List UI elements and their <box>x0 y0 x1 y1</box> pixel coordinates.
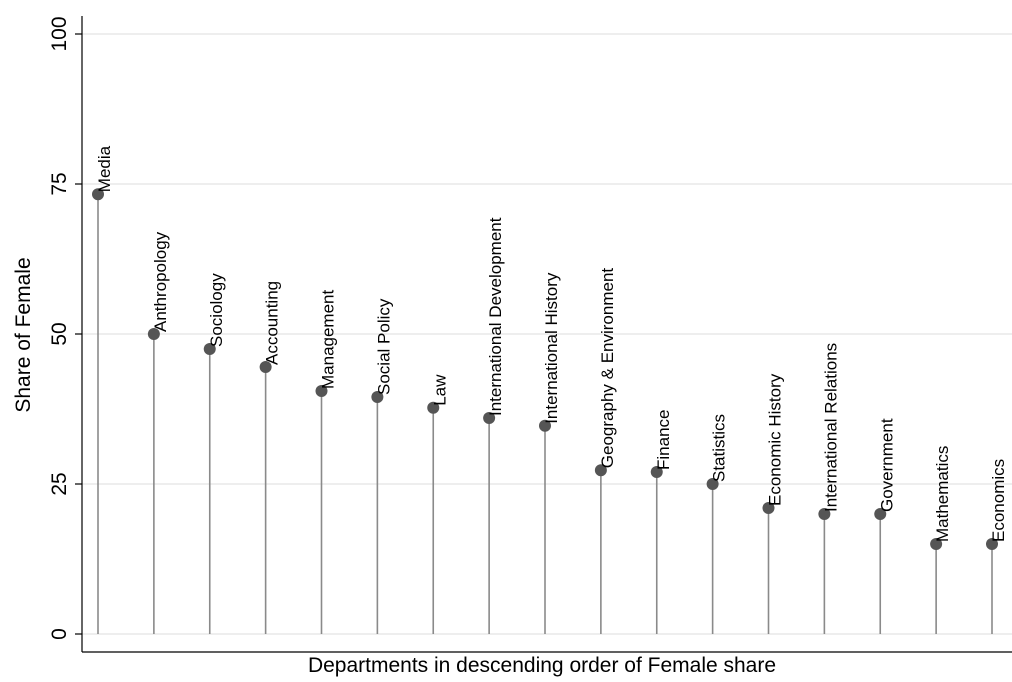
category-label: Media <box>95 145 114 192</box>
dot <box>427 401 440 414</box>
category-label: Economic History <box>766 373 785 506</box>
category-label: Mathematics <box>933 446 952 542</box>
dot <box>371 391 384 403</box>
category-label: International History <box>542 272 561 424</box>
dot <box>594 464 607 477</box>
dot <box>986 538 998 550</box>
dot <box>315 385 328 397</box>
category-label: International Relations <box>821 343 840 512</box>
category-label: Government <box>877 418 896 512</box>
category-label: Economics <box>989 459 1008 542</box>
category-label: Management <box>319 289 338 389</box>
category-label: Anthropology <box>151 231 170 332</box>
category-label: Social Policy <box>374 298 393 395</box>
dot <box>706 478 719 490</box>
x-axis-label: Departments in descending order of Femal… <box>308 654 776 677</box>
category-label: Accounting <box>263 281 282 365</box>
dot <box>483 412 496 424</box>
category-label: Finance <box>654 410 673 470</box>
category-label: Statistics <box>710 414 729 482</box>
dot <box>539 419 551 432</box>
y-tick-label: 50 <box>48 322 71 345</box>
category-label: Sociology <box>207 273 226 347</box>
y-tick-label: 100 <box>48 16 71 51</box>
y-axis-label: Share of Female <box>12 257 35 412</box>
dot <box>818 508 831 520</box>
dot <box>203 343 216 355</box>
dot <box>92 188 104 201</box>
dot <box>930 538 943 550</box>
category-label: Geography & Environment <box>598 268 617 469</box>
dot <box>874 508 887 520</box>
category-label: Law <box>430 374 449 406</box>
y-tick-label: 0 <box>48 628 71 640</box>
dot <box>650 466 663 478</box>
y-tick-label: 25 <box>48 472 71 495</box>
category-label: International Development <box>486 217 505 416</box>
dot <box>147 328 160 340</box>
dot <box>762 502 775 514</box>
dot <box>259 361 272 373</box>
y-tick-label: 75 <box>48 172 71 195</box>
